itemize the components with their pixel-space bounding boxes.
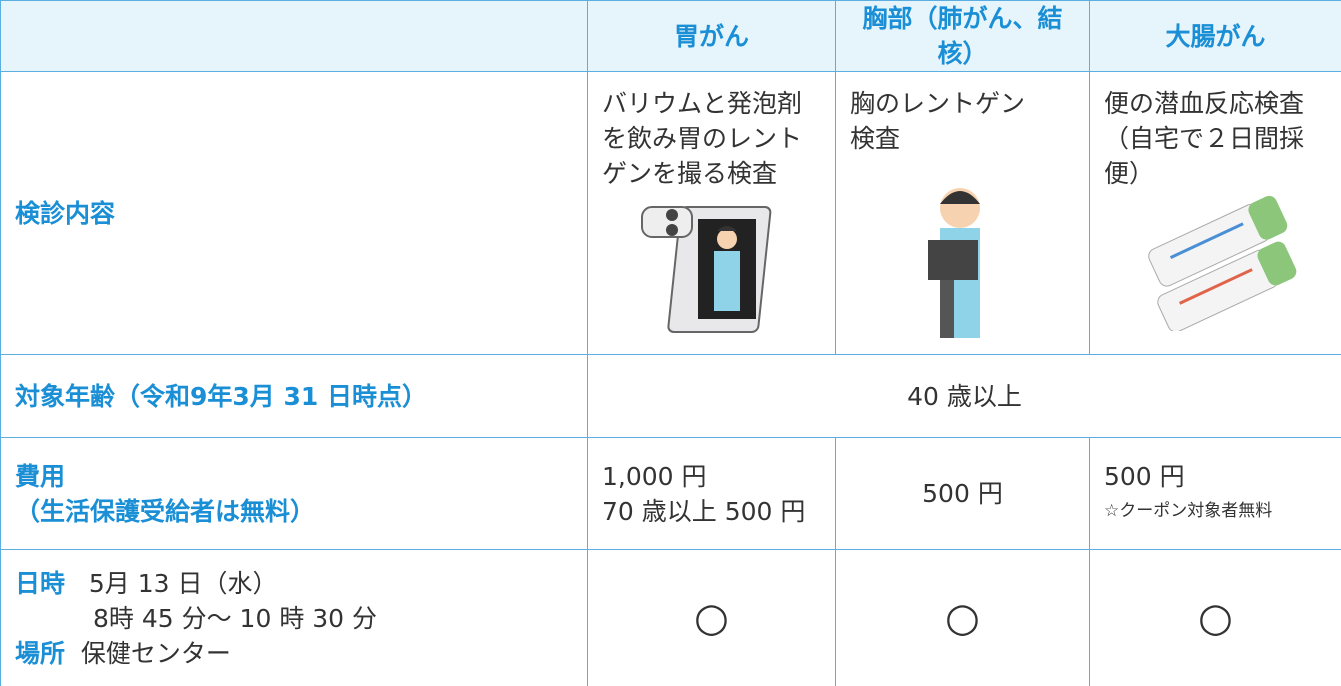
header-cell: 胸部（肺がん、結核） [836,1,1090,72]
xray-illustration [632,197,792,337]
cell: ○ [588,550,836,686]
place-label: 場所 [15,639,65,668]
chest-xray-illustration [910,180,1010,340]
line: を飲み胃のレント [602,121,821,156]
line: ゲンを撮る検査 [602,156,821,191]
line: 40 歳以上 [602,379,1327,414]
line: ☆クーポン対象者無料 [1104,494,1327,529]
time: 8時 45 分～ 10 時 30 分 [15,601,573,636]
header-cell: 胃がん [588,1,836,72]
line: 便） [1104,156,1327,191]
row-label: 日時 5月 13 日（水） 8時 45 分～ 10 時 30 分 場所 保健セン… [1,550,588,686]
date: 5月 13 日（水） [89,569,278,598]
cell: 便の潜血反応検査 （自宅で２日間採 便） [1090,72,1341,355]
kit-illustration [1128,191,1308,331]
line: 便の潜血反応検査 [1104,86,1327,121]
line: バリウムと発泡剤 [602,86,821,121]
line: 1,000 円 [602,459,821,494]
cell: 500 円 ☆クーポン対象者無料 [1090,438,1341,550]
cell: 40 歳以上 [588,355,1341,438]
cell: バリウムと発泡剤 を飲み胃のレント ゲンを撮る検査 [588,72,836,355]
line: 検査 [850,121,1075,156]
place: 保健センター [81,639,231,668]
content-row: 検診内容 バリウムと発泡剤 を飲み胃のレント ゲンを撮る検査 胸のレントゲン 検… [1,72,1341,355]
cost-row: 費用 （生活保護受給者は無料） 1,000 円 70 歳以上 500 円 500… [1,438,1341,550]
line: 胸のレントゲン [850,86,1075,121]
label-line: （生活保護受給者は無料） [15,494,573,529]
row-label: 費用 （生活保護受給者は無料） [1,438,588,550]
label-line: 日時 5月 13 日（水） [15,566,573,601]
header-row: 胃がん 胸部（肺がん、結核） 大腸がん [1,1,1341,72]
age-row: 対象年齢（令和9年3月 31 日時点） 40 歳以上 [1,355,1341,438]
cell: ○ [1090,550,1341,686]
row-label: 対象年齢（令和9年3月 31 日時点） [1,355,588,438]
label-line: 対象年齢（令和9年3月 31 日時点） [15,379,573,414]
label-line: 場所 保健センター [15,636,573,671]
cell: 1,000 円 70 歳以上 500 円 [588,438,836,550]
header-cell: 大腸がん [1090,1,1341,72]
label-line: 費用 [15,459,573,494]
line: 500 円 [850,476,1075,511]
line: （自宅で２日間採 [1104,121,1327,156]
label-line: 検診内容 [15,196,573,231]
date-label: 日時 [15,569,65,598]
cell: 胸のレントゲン 検査 [836,72,1090,355]
cell: 500 円 [836,438,1090,550]
cell: ○ [836,550,1090,686]
line: 500 円 [1104,459,1327,494]
row-label: 検診内容 [1,72,588,355]
line: 70 歳以上 500 円 [602,494,821,529]
schedule-row: 日時 5月 13 日（水） 8時 45 分～ 10 時 30 分 場所 保健セン… [1,550,1341,686]
corner [1,1,588,72]
